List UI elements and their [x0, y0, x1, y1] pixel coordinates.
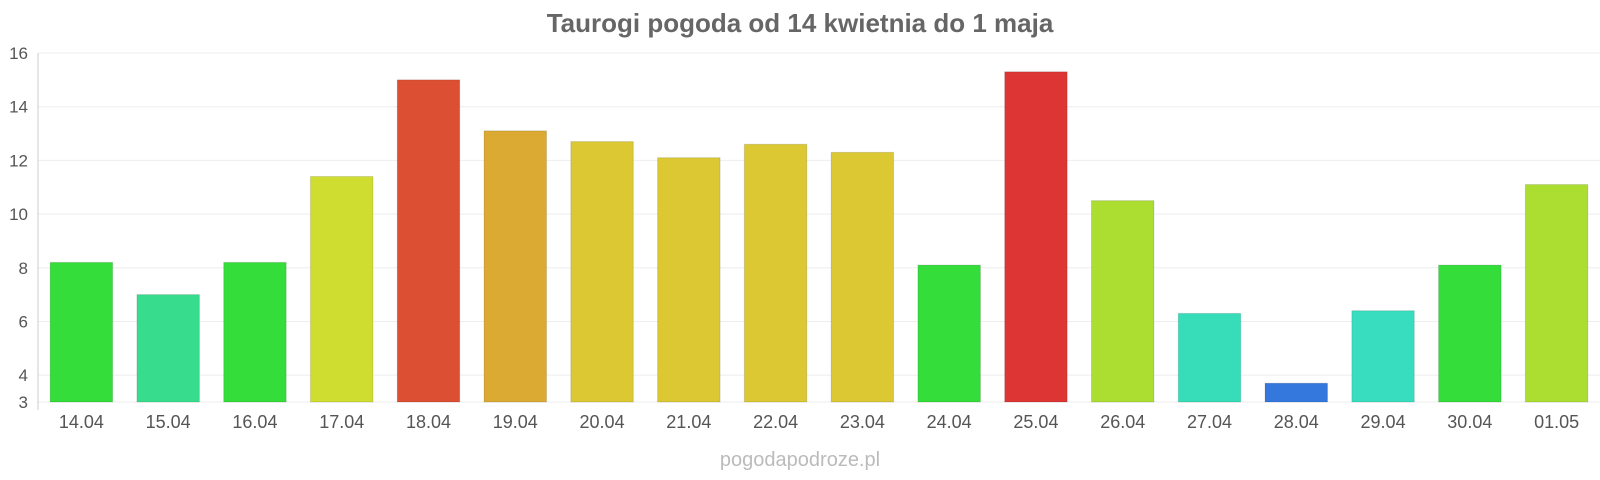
bar-24.04 [917, 264, 981, 403]
x-tick-label: 23.04 [840, 412, 885, 432]
bar-15.04 [136, 294, 200, 403]
y-tick-label: 16 [9, 44, 28, 63]
x-tick-label: 14.04 [59, 412, 104, 432]
bar-22.04 [743, 143, 808, 403]
x-tick-label: 19.04 [493, 412, 538, 432]
y-tick-label: 4 [19, 366, 28, 385]
x-tick-label: 01.05 [1534, 412, 1579, 432]
x-tick-label: 24.04 [927, 412, 972, 432]
bar-30.04 [1438, 264, 1502, 403]
bars [49, 71, 1589, 403]
x-tick-label: 22.04 [753, 412, 798, 432]
grid [38, 52, 1600, 403]
x-tick-label: 27.04 [1187, 412, 1232, 432]
x-tick-label: 21.04 [666, 412, 711, 432]
y-tick-label: 8 [19, 259, 28, 278]
x-tick-label: 17.04 [319, 412, 364, 432]
bar-18.04 [396, 79, 461, 403]
y-axis: 3 4 6 8 10 12 14 16 [9, 44, 39, 412]
bar-16.04 [223, 261, 287, 403]
bar-19.04 [483, 130, 548, 403]
bar-26.04 [1090, 200, 1155, 403]
x-tick-label: 16.04 [232, 412, 277, 432]
x-axis: 14.04 15.04 16.04 17.04 18.04 19.04 20.04 21.04… [59, 412, 1579, 432]
bar-20.04 [570, 141, 634, 403]
y-tick-label: 10 [9, 205, 28, 224]
bar-01.05 [1524, 184, 1589, 403]
bar-29.04 [1351, 310, 1415, 403]
y-tick-label: 14 [9, 98, 28, 117]
x-tick-label: 28.04 [1274, 412, 1319, 432]
y-tick-label: 3 [19, 393, 28, 412]
bar-14.04 [49, 261, 114, 403]
bar-28.04 [1264, 382, 1329, 403]
x-tick-label: 30.04 [1447, 412, 1492, 432]
bar-17.04 [309, 175, 374, 403]
y-tick-label: 12 [9, 151, 28, 170]
x-tick-label: 29.04 [1361, 412, 1406, 432]
bar-27.04 [1177, 312, 1242, 403]
bar-25.04 [1004, 71, 1068, 403]
x-tick-label: 18.04 [406, 412, 451, 432]
y-tick-label: 6 [19, 312, 28, 331]
x-tick-label: 20.04 [580, 412, 625, 432]
bar-21.04 [657, 157, 721, 403]
watermark: pogodapodroze.pl [720, 449, 880, 471]
x-tick-label: 25.04 [1013, 412, 1058, 432]
x-tick-label: 15.04 [146, 412, 191, 432]
x-tick-label: 26.04 [1100, 412, 1145, 432]
bar-23.04 [830, 151, 895, 403]
chart-title: Taurogi pogoda od 14 kwietnia do 1 maja [547, 8, 1054, 38]
